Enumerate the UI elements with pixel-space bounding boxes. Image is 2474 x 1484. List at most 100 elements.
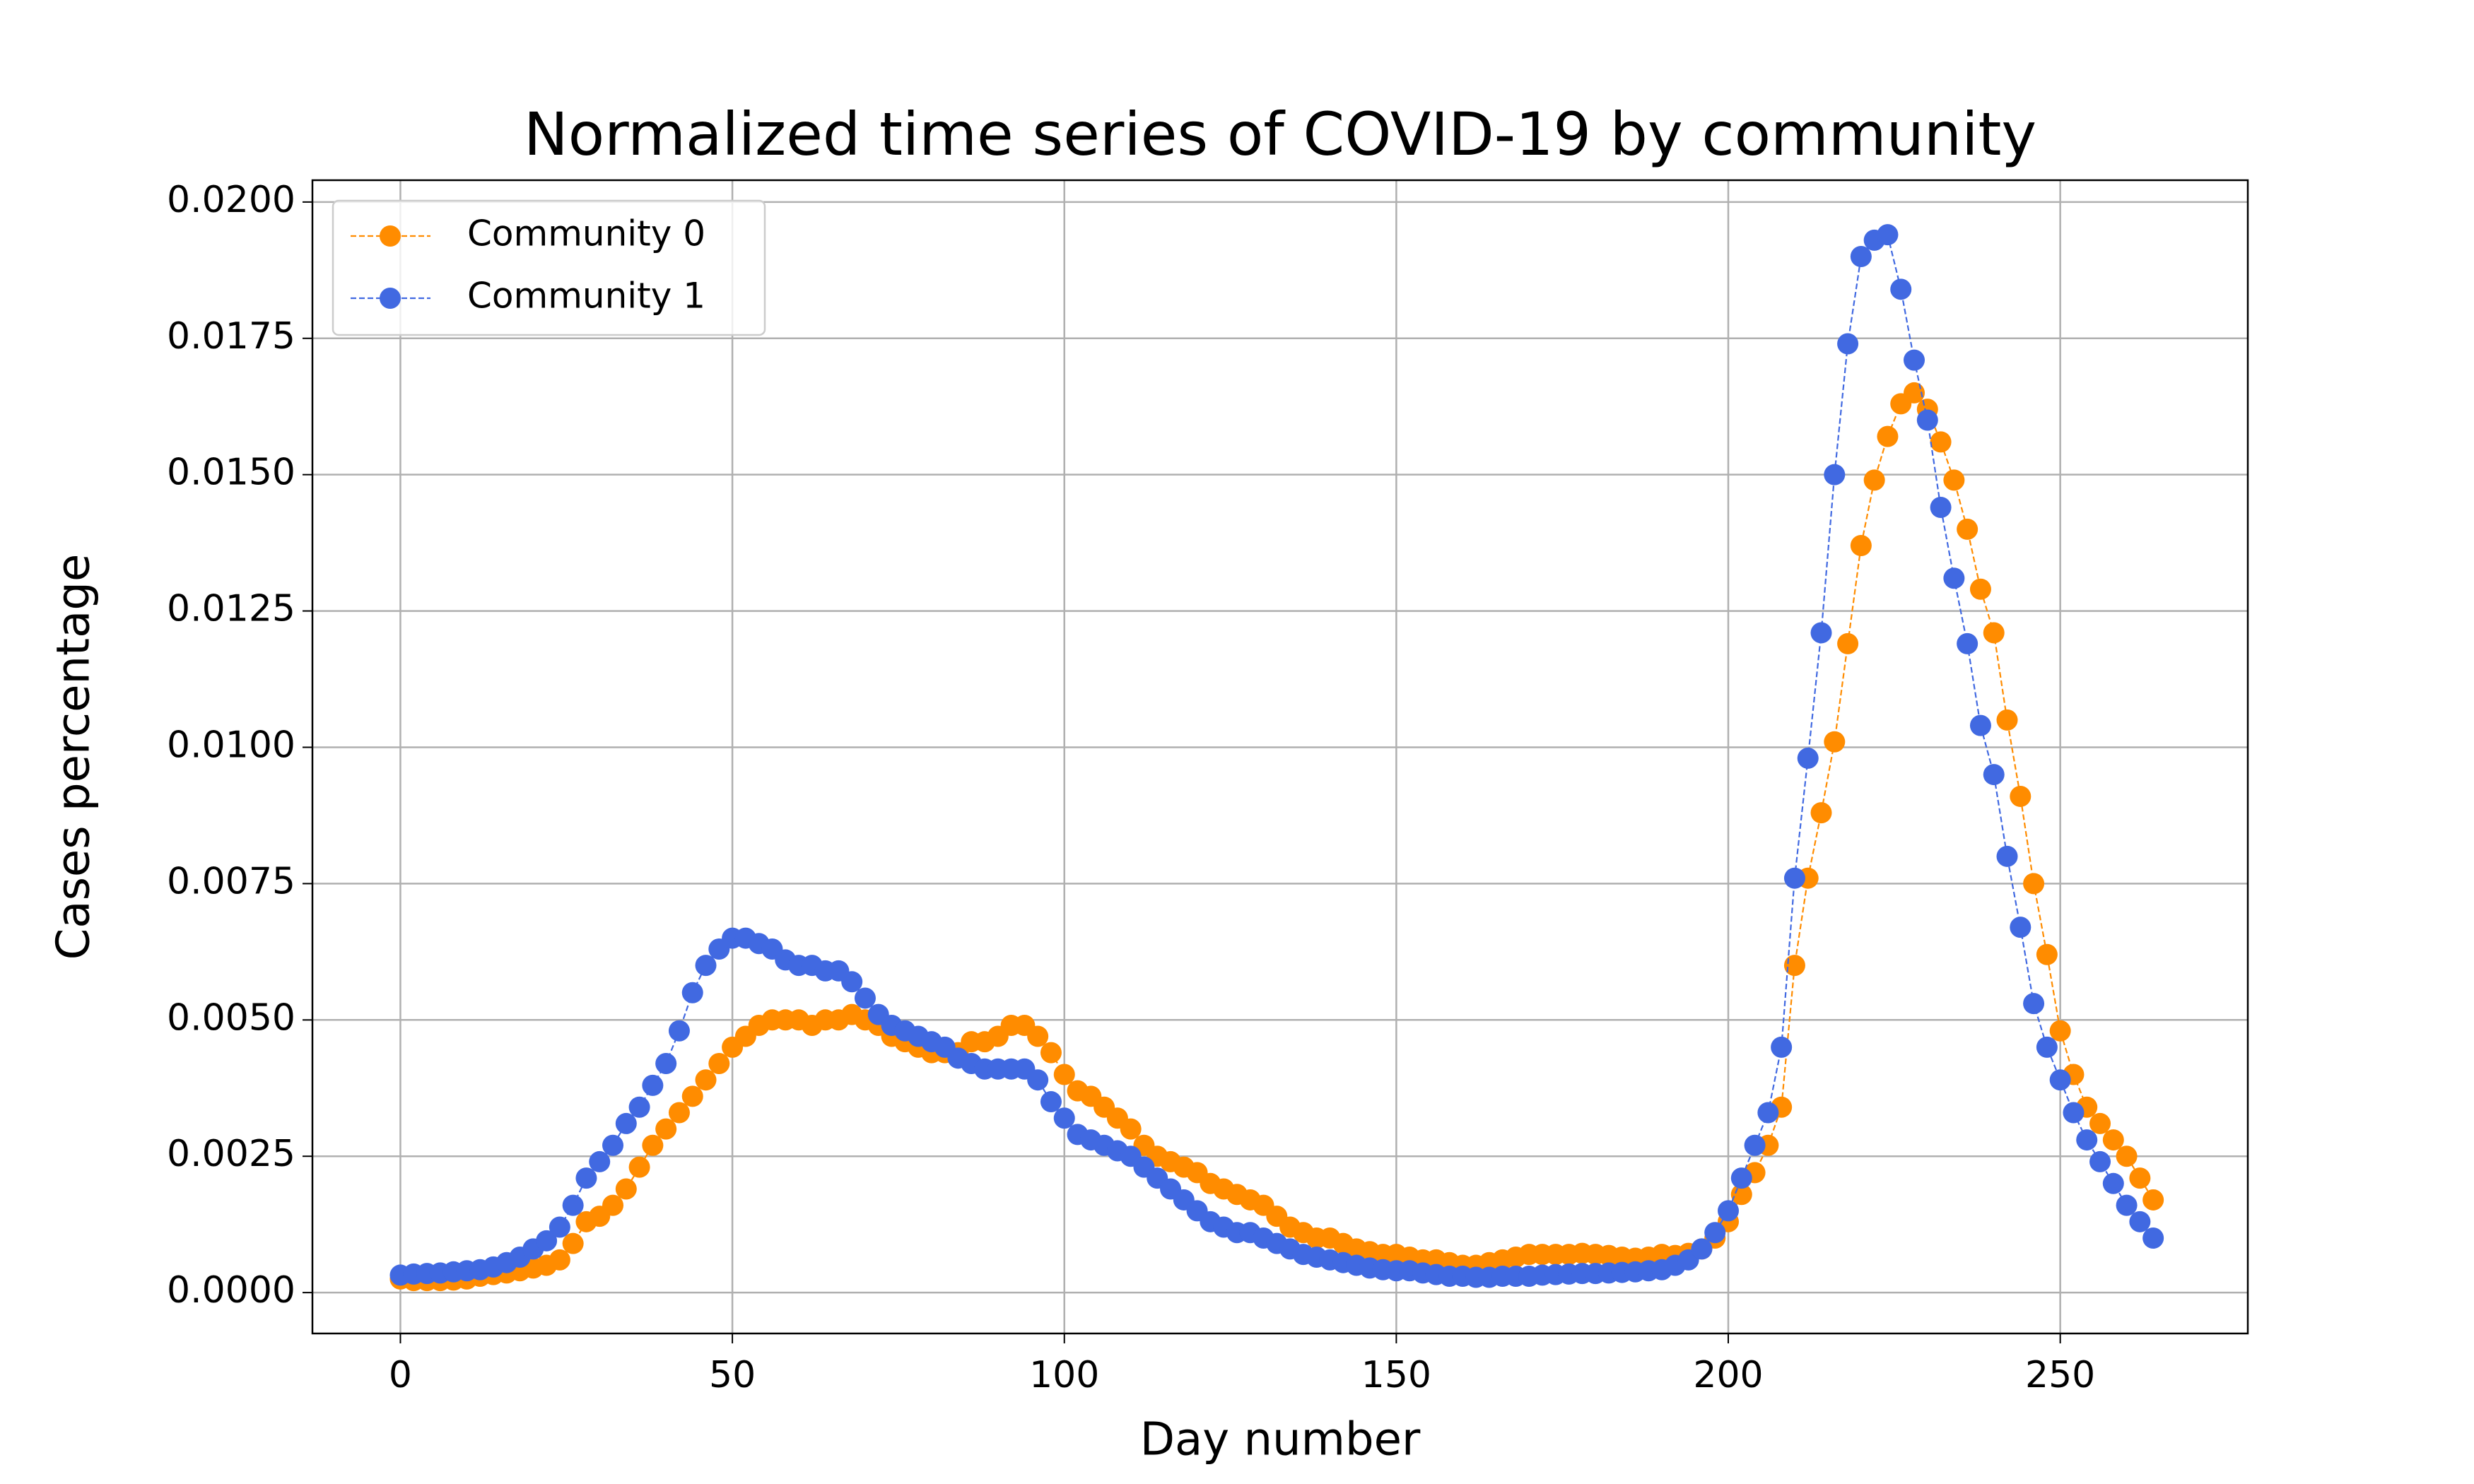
data-point	[536, 1230, 558, 1252]
data-point	[681, 1085, 703, 1107]
data-point	[1810, 622, 1832, 644]
data-point	[642, 1074, 664, 1096]
chart-title: Normalized time series of COVID-19 by co…	[524, 100, 2036, 169]
data-point	[1930, 431, 1952, 453]
data-point	[549, 1216, 570, 1238]
data-point	[1691, 1238, 1713, 1260]
data-point	[1771, 1036, 1793, 1058]
data-point	[628, 1096, 650, 1118]
data-point	[695, 1069, 717, 1091]
data-point	[1877, 425, 1899, 447]
data-point	[2089, 1112, 2111, 1134]
data-point	[1810, 802, 1832, 824]
legend-label: Community 1	[467, 276, 705, 317]
y-tick-label: 0.0000	[167, 1269, 295, 1312]
data-point	[1850, 534, 1872, 556]
data-point	[1996, 709, 2018, 731]
data-point	[841, 971, 863, 993]
data-point	[2089, 1150, 2111, 1172]
data-point	[2063, 1102, 2085, 1124]
data-point	[562, 1232, 584, 1254]
data-point	[2102, 1129, 2124, 1151]
y-tick-label: 0.0200	[167, 179, 295, 221]
data-point	[1824, 464, 1846, 485]
data-point	[1053, 1064, 1075, 1085]
data-point	[1027, 1025, 1049, 1047]
data-point	[2102, 1172, 2124, 1194]
data-point	[2049, 1069, 2071, 1091]
legend-label: Community 0	[467, 213, 705, 254]
data-point	[2049, 1020, 2071, 1042]
data-point	[1718, 1200, 1740, 1222]
data-point	[1797, 747, 1819, 769]
data-point	[2142, 1227, 2164, 1249]
data-point	[1943, 567, 1965, 589]
data-point	[1744, 1134, 1766, 1156]
data-point	[1969, 714, 1991, 736]
data-point	[549, 1249, 570, 1271]
data-point	[681, 982, 703, 1003]
data-point	[695, 955, 717, 977]
data-point	[2036, 943, 2058, 965]
data-point	[2116, 1146, 2138, 1167]
x-tick-label: 150	[1361, 1354, 1431, 1396]
data-point	[1916, 409, 1938, 431]
data-point	[1983, 622, 2005, 644]
y-tick-label: 0.0050	[167, 996, 295, 1039]
data-point	[1757, 1102, 1779, 1124]
data-point	[1837, 632, 1859, 654]
data-point	[668, 1020, 690, 1042]
data-point	[1877, 224, 1899, 246]
data-point	[1969, 578, 1991, 600]
data-point	[575, 1167, 597, 1189]
data-point	[1053, 1107, 1075, 1129]
data-point	[1904, 349, 1925, 371]
y-tick-label: 0.0125	[167, 588, 295, 630]
data-point	[1040, 1042, 1062, 1064]
data-point	[2010, 917, 2032, 938]
data-point	[615, 1112, 637, 1134]
data-point	[1850, 246, 1872, 268]
x-tick-label: 200	[1693, 1354, 1763, 1396]
x-tick-label: 0	[389, 1354, 412, 1396]
data-point	[2116, 1194, 2138, 1216]
y-axis-label: Cases percentage	[48, 554, 100, 960]
data-point	[1783, 955, 1805, 977]
data-point	[2036, 1036, 2058, 1058]
data-point	[655, 1053, 677, 1075]
x-axis-label: Day number	[1140, 1414, 1421, 1466]
data-point	[854, 987, 876, 1009]
data-point	[602, 1194, 624, 1216]
data-point	[1996, 845, 2018, 867]
x-tick-label: 50	[709, 1354, 756, 1396]
plot-frame	[311, 179, 2249, 1335]
data-point	[655, 1118, 677, 1140]
data-point	[1730, 1167, 1752, 1189]
legend: Community 0 Community 1	[332, 199, 766, 336]
data-point	[1120, 1118, 1142, 1140]
y-tick-label: 0.0150	[167, 452, 295, 494]
data-point	[708, 1053, 730, 1075]
legend-marker	[380, 288, 401, 309]
data-point	[1704, 1222, 1726, 1244]
y-tick-label: 0.0100	[167, 724, 295, 766]
data-point	[2076, 1129, 2098, 1151]
legend-box	[332, 199, 766, 336]
y-tick-label: 0.0175	[167, 315, 295, 358]
data-point	[1837, 333, 1859, 355]
data-point	[1783, 867, 1805, 889]
data-point	[1824, 731, 1846, 753]
y-tick-label: 0.0075	[167, 860, 295, 902]
series-line	[400, 391, 2155, 1282]
data-point	[1930, 496, 1952, 518]
data-point	[1983, 764, 2005, 786]
data-point	[668, 1102, 690, 1124]
data-point	[2023, 873, 2045, 895]
data-point	[615, 1178, 637, 1200]
data-point	[642, 1134, 664, 1156]
data-point	[1863, 469, 1885, 491]
legend-marker	[380, 225, 401, 247]
data-point	[1943, 469, 1965, 491]
